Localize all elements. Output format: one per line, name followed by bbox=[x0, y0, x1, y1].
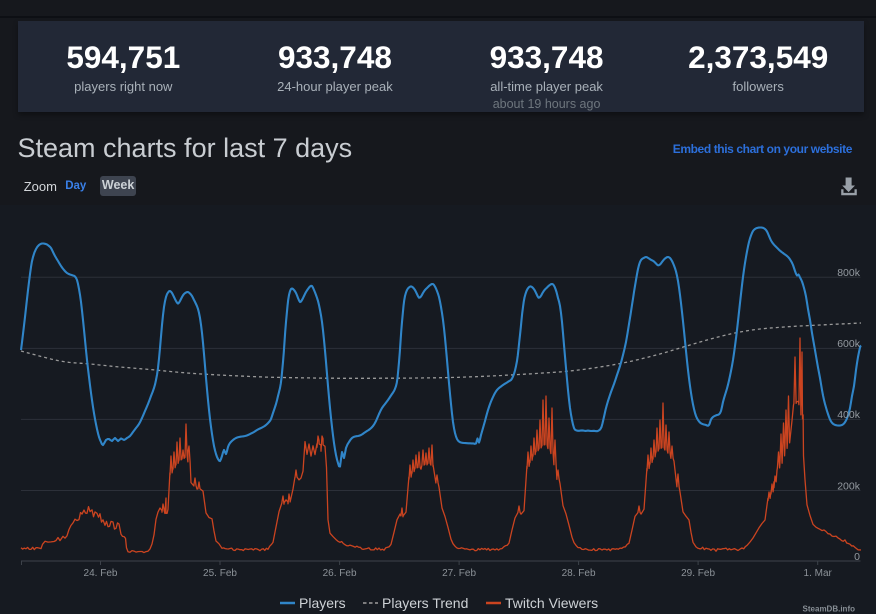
svg-text:600k: 600k bbox=[837, 338, 861, 350]
svg-text:0: 0 bbox=[854, 551, 860, 563]
svg-text:400k: 400k bbox=[837, 409, 861, 421]
svg-text:24. Feb: 24. Feb bbox=[84, 568, 118, 579]
svg-text:26. Feb: 26. Feb bbox=[323, 568, 357, 579]
svg-text:Players Trend: Players Trend bbox=[382, 595, 468, 611]
svg-text:1. Mar: 1. Mar bbox=[804, 568, 833, 579]
svg-text:SteamDB.info: SteamDB.info bbox=[803, 605, 856, 614]
svg-text:Players: Players bbox=[299, 595, 346, 611]
svg-text:25. Feb: 25. Feb bbox=[203, 568, 237, 579]
svg-text:27. Feb: 27. Feb bbox=[442, 568, 476, 579]
svg-text:200k: 200k bbox=[837, 480, 861, 492]
svg-text:28. Feb: 28. Feb bbox=[562, 568, 596, 579]
svg-text:Twitch Viewers: Twitch Viewers bbox=[505, 595, 598, 611]
svg-text:29. Feb: 29. Feb bbox=[681, 568, 715, 579]
svg-text:800k: 800k bbox=[837, 267, 861, 279]
